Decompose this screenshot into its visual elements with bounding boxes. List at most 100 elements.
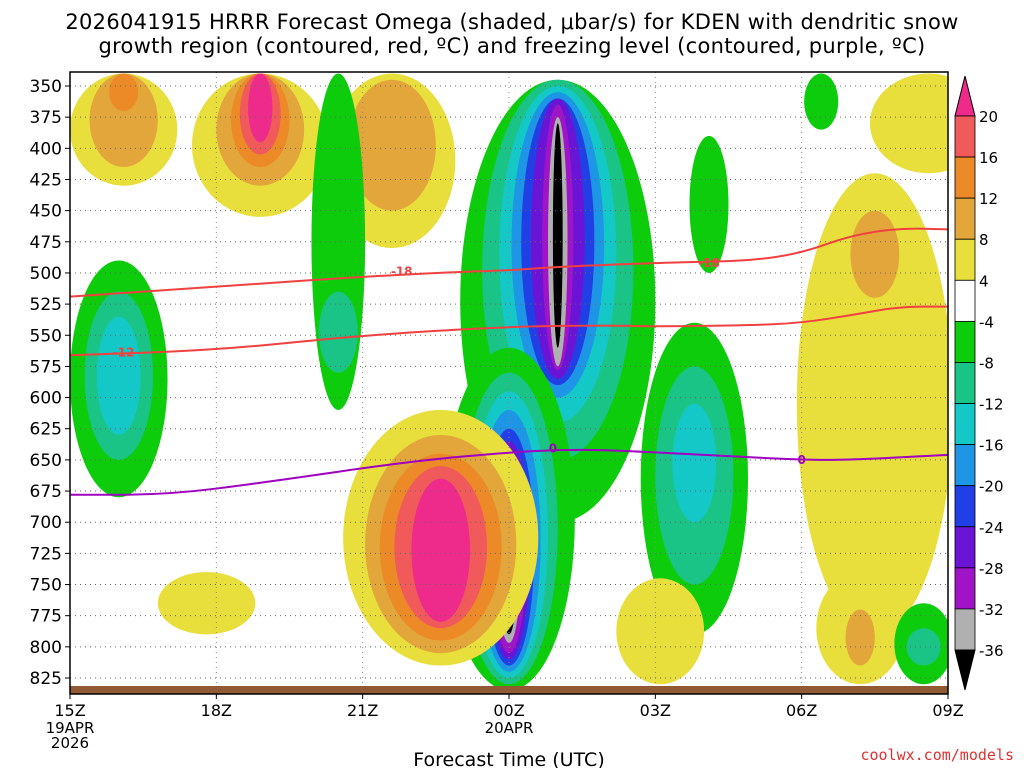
- colorbar-label--28: -28: [979, 560, 1004, 578]
- omega-upward-column-21z: [311, 73, 366, 411]
- omega-level--38: [552, 123, 563, 348]
- omega-level-14: [109, 73, 139, 111]
- colorbar-bin--12: [954, 362, 976, 404]
- omega-sinking-core-lower: [343, 410, 539, 666]
- colorbar-bin--20: [954, 444, 976, 487]
- colorbar-label-4: 4: [979, 272, 989, 290]
- ground-surface: [70, 686, 948, 694]
- source-credit: coolwx.com/models: [860, 746, 1014, 764]
- colorbar-label--8: -8: [979, 354, 994, 372]
- omega-level--14: [672, 403, 717, 523]
- y-tick-label-625: 625: [30, 420, 62, 440]
- chart-title-line-2: growth region (contoured, red, ºC) and f…: [98, 34, 926, 58]
- omega-level-6: [796, 173, 948, 635]
- colorbar-label--16: -16: [979, 437, 1004, 455]
- omega-upward-left-mid: [70, 260, 168, 498]
- omega-level-6: [616, 578, 705, 685]
- contour--12: [70, 305, 948, 357]
- omega-sinking-03z-lower: [616, 578, 705, 685]
- x-tick-sublabel-20APR: 20APR: [485, 719, 534, 737]
- colorbar-bin--16: [954, 403, 976, 446]
- colorbar-label-20: 20: [979, 108, 998, 126]
- x-tick-label-00Z: 00Z: [493, 701, 524, 720]
- omega-level--10: [906, 628, 941, 666]
- colorbar-label--12: -12: [979, 396, 1004, 414]
- colorbar-bin-16: [954, 115, 976, 158]
- ground-bar: [70, 686, 948, 694]
- x-tick-sublabel-2026: 2026: [51, 734, 89, 752]
- omega-level-22: [248, 73, 273, 143]
- colorbar-label--36: -36: [979, 642, 1004, 660]
- y-tick-label-525: 525: [30, 295, 62, 315]
- colorbar-bin--4: [954, 279, 976, 322]
- omega-level-6: [869, 73, 948, 174]
- colorbar-label--32: -32: [979, 601, 1004, 619]
- omega-sinking-upper-right-corner: [869, 73, 948, 174]
- y-tick-label-575: 575: [30, 357, 62, 377]
- colorbar-label-12: 12: [979, 190, 998, 208]
- omega-level-10: [348, 79, 436, 211]
- x-tick-label-09Z: 09Z: [932, 701, 963, 720]
- y-tick-label-800: 800: [30, 638, 62, 658]
- y-tick-label-600: 600: [30, 389, 62, 409]
- contour-0: [70, 448, 948, 496]
- omega-level--10: [318, 291, 358, 373]
- contour-label-0: 0: [797, 453, 805, 467]
- omega-sinking-18z-lower: [157, 572, 256, 635]
- colorbar-top-arrow: [954, 75, 976, 117]
- contour-label--18: -18: [391, 265, 413, 279]
- colorbar-bin--8: [954, 320, 976, 363]
- x-tick-label-15Z: 15Z: [54, 701, 85, 720]
- omega-level-10: [850, 210, 900, 298]
- temperature-contours: -18 -18 -12 0 0: [70, 227, 948, 496]
- chart-title-line-1: 2026041915 HRRR Forecast Omega (shaded, …: [65, 10, 959, 34]
- contour-label-0: 0: [549, 442, 557, 456]
- omega-upward-right-mid: [640, 322, 749, 635]
- y-tick-label-825: 825: [30, 669, 62, 689]
- omega-level-6: [157, 572, 256, 635]
- y-tick-label-425: 425: [30, 170, 62, 190]
- y-tick-label-675: 675: [30, 482, 62, 502]
- omega-upward-top-right: [804, 73, 839, 130]
- colorbar-bin-4: [954, 238, 976, 281]
- colorbar-bin--28: [954, 526, 976, 569]
- x-tick-sublabel-19APR: 19APR: [46, 719, 95, 737]
- y-tick-label-500: 500: [30, 264, 62, 284]
- y-tick-label-475: 475: [30, 233, 62, 253]
- omega-level--6: [689, 135, 729, 273]
- colorbar: 20 16 12 8 4 -4 -8 -12 -16 -20 -24 -28 -32 -36: [954, 75, 1004, 691]
- y-tick-label-775: 775: [30, 607, 62, 627]
- x-axis-label: Forecast Time (UTC): [413, 749, 604, 768]
- x-tick-label-18Z: 18Z: [201, 701, 232, 720]
- y-tick-label-750: 750: [30, 576, 62, 596]
- omega-upward-03z-upper: [689, 135, 729, 273]
- omega-upward-bottom-right: [894, 603, 948, 685]
- omega-level-10: [845, 609, 875, 666]
- colorbar-bin-8: [954, 197, 976, 240]
- contour-label--12: -12: [113, 346, 135, 360]
- y-tick-label-375: 375: [30, 108, 62, 128]
- y-tick-label-650: 650: [30, 451, 62, 471]
- omega-level-10: [89, 73, 158, 168]
- colorbar-bottom-arrow: [954, 649, 976, 691]
- omega-sinking-left-upper: [70, 73, 178, 186]
- axes: 350 375 400 425 450 475 500 525 550 575 600 625 650 6…: [30, 71, 964, 752]
- y-tick-label-725: 725: [30, 544, 62, 564]
- colorbar-bin--32: [954, 567, 976, 610]
- x-tick-label-06Z: 06Z: [786, 701, 817, 720]
- colorbar-label--24: -24: [979, 519, 1004, 537]
- y-tick-label-450: 450: [30, 202, 62, 222]
- omega-sinking-bottom-right: [816, 572, 905, 685]
- colorbar-label-8: 8: [979, 231, 989, 249]
- omega-level-22: [411, 478, 470, 622]
- colorbar-label--4: -4: [979, 313, 994, 331]
- y-tick-label-550: 550: [30, 326, 62, 346]
- y-tick-label-350: 350: [30, 77, 62, 97]
- colorbar-bin--24: [954, 485, 976, 528]
- y-tick-label-400: 400: [30, 139, 62, 159]
- x-tick-label-03Z: 03Z: [640, 701, 671, 720]
- omega-level--14: [96, 316, 141, 435]
- x-tick-label-21Z: 21Z: [347, 701, 378, 720]
- omega-level--6: [804, 73, 839, 130]
